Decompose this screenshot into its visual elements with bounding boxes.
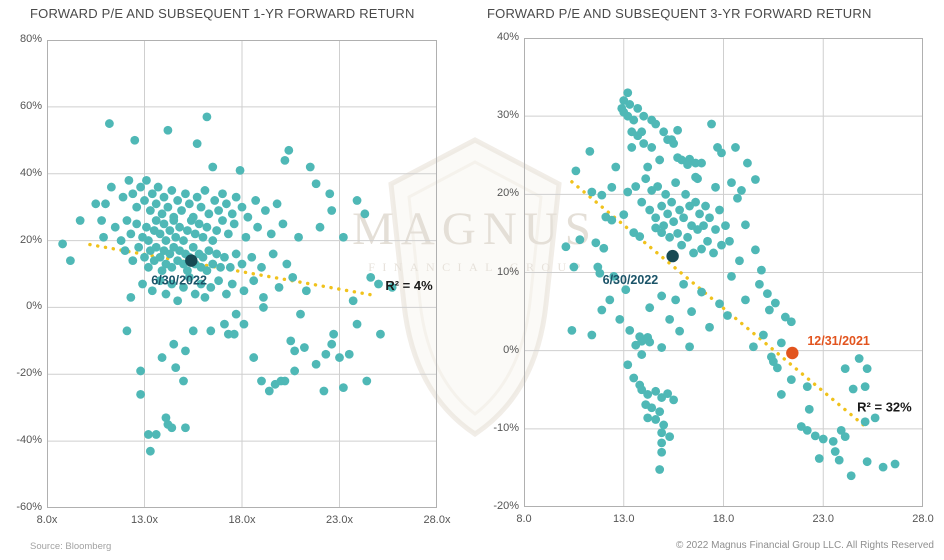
x-tick-label: 18.0: [712, 513, 735, 525]
y-tick-label: -40%: [16, 434, 42, 447]
x-tick-label: 28.0: [912, 513, 934, 525]
y-tick-label: 0%: [26, 300, 42, 313]
scatter-svg: 6/30/2022 12/31/2021 R² = 32%: [524, 38, 923, 507]
y-tick-label: 10%: [496, 265, 519, 278]
y-tick-label: -60%: [16, 501, 42, 513]
y-tick-label: 20%: [19, 233, 42, 246]
y-tick-label: 30%: [496, 109, 519, 122]
chart-3yr-plot: 6/30/2022 12/31/2021 R² = 32%: [524, 38, 923, 507]
chart-1yr-title: FORWARD P/E AND SUBSEQUENT 1-YR FORWARD …: [30, 6, 415, 21]
y-tick-label: -20%: [16, 367, 42, 380]
x-tick-label: 28.0x: [423, 514, 451, 526]
scatter-svg: 6/30/2022 R² = 4%: [47, 40, 437, 508]
highlight-dot: [666, 249, 679, 263]
r2-annotation: R² = 32%: [857, 400, 912, 415]
x-tick-label: 23.0x: [326, 514, 353, 526]
y-tick-label: -20%: [493, 500, 519, 512]
trend-line: [570, 180, 869, 430]
y-tick-label: 40%: [19, 166, 42, 179]
x-tick-label: 23.0: [812, 513, 834, 525]
y-tick-label: 0%: [503, 343, 519, 356]
date-label: 12/31/2021: [807, 334, 870, 348]
highlight-dot: [185, 254, 198, 267]
x-tick-label: 13.0x: [131, 514, 158, 526]
x-tick-label: 13.0: [613, 513, 635, 525]
y-tick-label: 60%: [19, 99, 42, 112]
date-label: 6/30/2022: [603, 273, 659, 287]
y-tick-label: 20%: [496, 187, 519, 200]
date-label: 6/30/2022: [151, 274, 207, 288]
r2-annotation: R² = 4%: [385, 278, 433, 293]
chart-1yr-plot: 6/30/2022 R² = 4%: [47, 40, 437, 508]
copyright-note: © 2022 Magnus Financial Group LLC. All R…: [675, 540, 934, 551]
chart-3yr-title: FORWARD P/E AND SUBSEQUENT 3-YR FORWARD …: [487, 6, 872, 21]
source-note: Source: Bloomberg: [30, 541, 112, 552]
y-tick-label: 80%: [19, 33, 42, 45]
x-tick-label: 18.0x: [228, 514, 256, 526]
highlight-dot: [786, 346, 799, 360]
y-tick-label: -10%: [493, 421, 519, 434]
x-tick-label: 8.0x: [36, 514, 58, 526]
x-tick-label: 8.0: [516, 513, 532, 525]
y-tick-label: 40%: [496, 31, 519, 43]
